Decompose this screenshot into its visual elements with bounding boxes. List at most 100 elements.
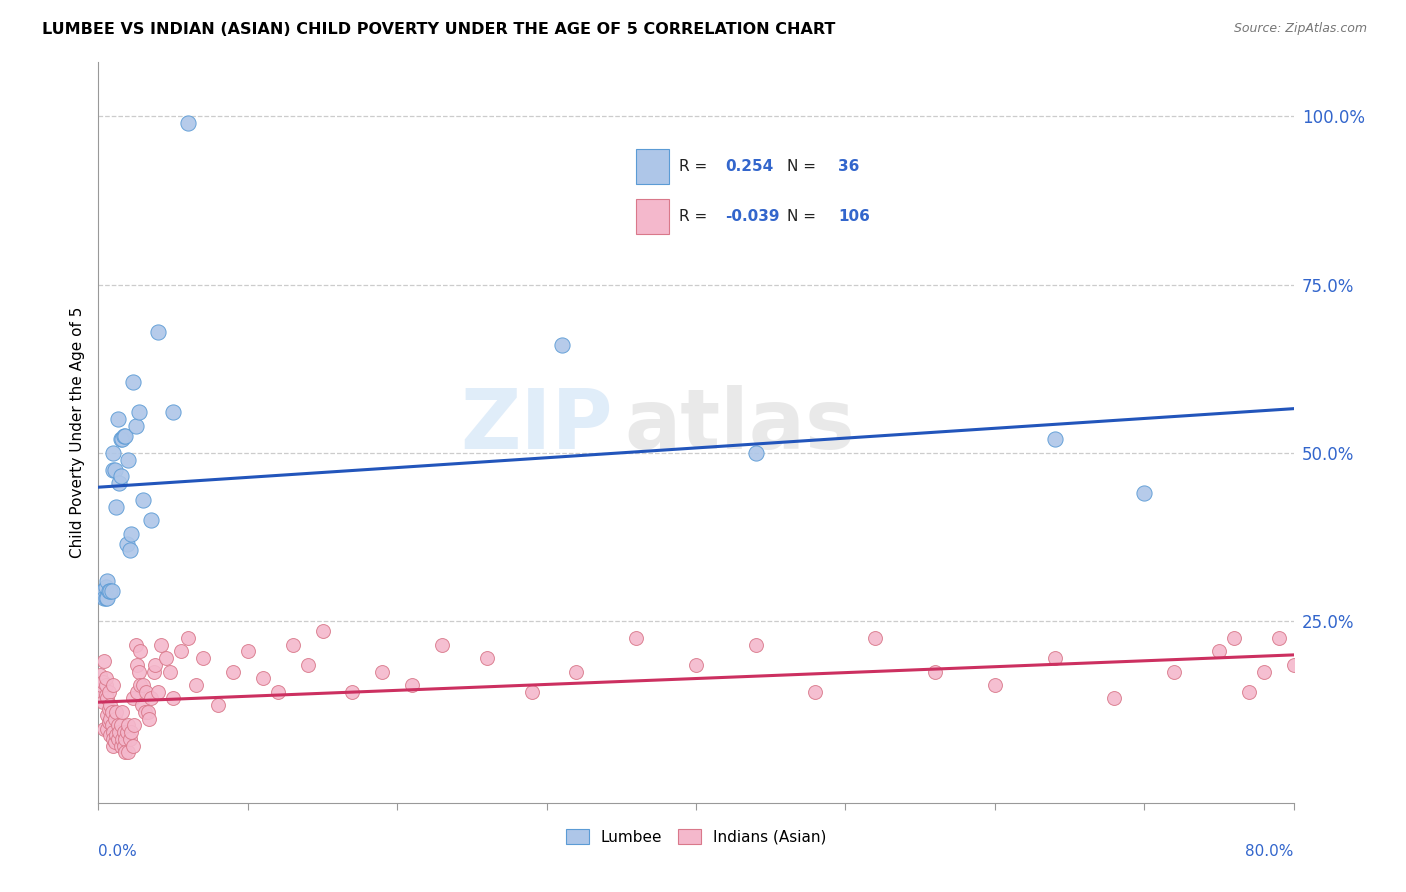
Text: R =: R = [679, 209, 707, 224]
Point [191, 651, 214, 665]
Point [121, 691, 143, 706]
Point [177, 631, 200, 645]
Point [107, 718, 129, 732]
Point [94, 591, 117, 605]
Point [128, 405, 150, 419]
Point [112, 429, 135, 443]
Point [159, 665, 181, 679]
Point [685, 657, 707, 672]
Point [101, 705, 124, 719]
Y-axis label: Child Poverty Under the Age of 5: Child Poverty Under the Age of 5 [70, 307, 86, 558]
Point [114, 731, 136, 746]
Point [342, 685, 364, 699]
Point [97, 583, 120, 598]
Text: Source: ZipAtlas.com: Source: ZipAtlas.com [1233, 22, 1367, 36]
Point [924, 665, 946, 679]
Point [114, 429, 136, 443]
Point [281, 638, 304, 652]
Point [1237, 685, 1260, 699]
Point [103, 462, 125, 476]
Point [1163, 665, 1185, 679]
Point [120, 526, 142, 541]
Point [94, 671, 117, 685]
Point [90, 678, 112, 692]
Point [117, 452, 139, 467]
Point [1282, 657, 1305, 672]
Point [1208, 644, 1230, 658]
Point [103, 739, 125, 753]
Point [125, 418, 148, 433]
Point [105, 705, 128, 719]
Point [103, 725, 125, 739]
Point [148, 685, 170, 699]
Point [115, 536, 138, 550]
Point [93, 722, 115, 736]
Point [1223, 631, 1246, 645]
Point [118, 543, 141, 558]
Point [139, 513, 162, 527]
Point [311, 624, 333, 639]
Point [804, 685, 827, 699]
Point [104, 735, 127, 749]
Point [550, 338, 572, 352]
Point [103, 731, 125, 746]
Point [96, 708, 118, 723]
Point [101, 583, 124, 598]
Point [1267, 631, 1289, 645]
Point [142, 665, 165, 679]
Point [94, 688, 117, 702]
Point [162, 691, 184, 706]
Point [127, 685, 149, 699]
Point [96, 691, 118, 706]
Point [135, 685, 157, 699]
Point [97, 685, 120, 699]
Point [104, 712, 127, 726]
Point [222, 665, 245, 679]
Text: -0.039: -0.039 [725, 209, 780, 224]
Point [131, 698, 153, 713]
Point [252, 671, 274, 685]
Point [128, 665, 150, 679]
Point [107, 412, 129, 426]
Point [110, 718, 132, 732]
Point [236, 644, 259, 658]
Point [96, 591, 118, 605]
Point [105, 500, 128, 514]
Point [169, 644, 191, 658]
Text: R =: R = [679, 159, 707, 174]
Point [127, 657, 149, 672]
Point [120, 725, 142, 739]
Point [111, 731, 134, 746]
Text: N =: N = [787, 209, 815, 224]
Point [94, 581, 117, 595]
Point [143, 657, 166, 672]
Point [114, 745, 136, 759]
Point [96, 574, 118, 588]
Point [184, 678, 207, 692]
Point [132, 492, 155, 507]
Point [110, 469, 132, 483]
Point [1043, 651, 1066, 665]
Point [97, 701, 120, 715]
Point [104, 462, 127, 476]
Point [107, 731, 129, 746]
Point [121, 739, 143, 753]
Legend: Lumbee, Indians (Asian): Lumbee, Indians (Asian) [560, 822, 832, 851]
Point [108, 725, 131, 739]
Point [111, 433, 134, 447]
Point [117, 718, 139, 732]
Point [91, 674, 114, 689]
Text: 80.0%: 80.0% [1246, 844, 1294, 858]
Point [108, 476, 131, 491]
Point [98, 729, 122, 743]
Point [1298, 678, 1320, 692]
Point [98, 712, 122, 726]
Point [138, 712, 160, 726]
Point [177, 116, 200, 130]
Point [745, 638, 768, 652]
Point [1133, 486, 1156, 500]
Point [155, 651, 177, 665]
Point [207, 698, 229, 713]
Text: 0.254: 0.254 [725, 159, 773, 174]
Point [91, 583, 114, 598]
